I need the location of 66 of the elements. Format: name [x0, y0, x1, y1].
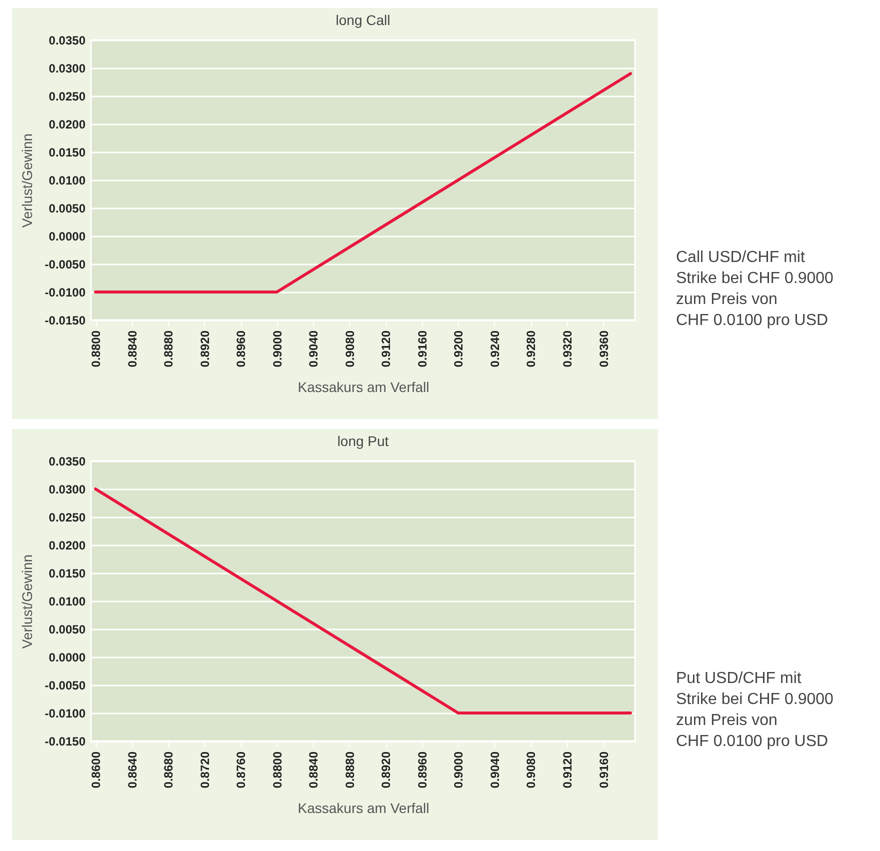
x-tick-label: 0.8800 [89, 330, 104, 368]
x-tick-label: 0.8960 [415, 751, 430, 788]
y-tick-label: 0.0050 [48, 622, 86, 636]
y-tick-label: 0.0000 [48, 230, 86, 244]
y-tick-label: -0.0150 [44, 734, 86, 748]
x-axis-title: Kassakurs am Verfall [298, 800, 430, 816]
x-tick-label: 0.8840 [306, 751, 321, 788]
y-tick-label: -0.0050 [44, 258, 86, 272]
y-tick-label: -0.0150 [44, 314, 86, 328]
y-tick-label: -0.0050 [44, 678, 86, 692]
x-tick-label: 0.8960 [234, 330, 248, 368]
x-tick-label: 0.9200 [452, 330, 466, 368]
y-tick-label: 0.0350 [48, 34, 86, 48]
y-axis-title: Verlust/Gewinn [18, 554, 35, 649]
text: zum Preis von [676, 711, 778, 731]
y-tick-label: -0.0100 [44, 286, 86, 300]
y-tick-label: 0.0150 [48, 146, 86, 160]
x-tick-label: 0.8920 [379, 751, 394, 788]
x-tick-label: 0.9280 [524, 330, 538, 368]
y-tick-label: 0.0350 [48, 454, 86, 468]
x-tick-label: 0.8760 [234, 751, 248, 788]
x-tick-label: 0.8720 [198, 751, 212, 788]
x-tick-label: 0.9040 [488, 751, 502, 788]
chart-title: long Put [337, 433, 389, 449]
x-tick-label: 0.8880 [162, 330, 176, 368]
y-tick-label: 0.0100 [48, 174, 86, 188]
x-tick-label: 0.9120 [379, 330, 394, 368]
x-tick-label: 0.8680 [162, 751, 176, 788]
y-tick-label: 0.0300 [48, 482, 86, 496]
x-tick-label: 0.9000 [452, 751, 466, 788]
chart-title: long Call [336, 12, 390, 28]
y-tick-label: 0.0250 [48, 90, 86, 104]
x-tick-label: 0.9240 [488, 330, 502, 368]
y-tick-label: 0.0150 [48, 566, 86, 580]
y-tick-label: 0.0200 [48, 118, 86, 132]
x-tick-label: 0.9360 [596, 330, 611, 368]
y-tick-label: 0.0050 [48, 202, 86, 216]
x-tick-label: 0.9160 [415, 330, 430, 368]
x-tick-label: 0.9160 [596, 751, 611, 788]
x-tick-label: 0.8840 [125, 330, 140, 368]
x-tick-label: 0.8920 [198, 330, 212, 368]
x-tick-label: 0.9080 [342, 330, 357, 368]
x-tick-label: 0.9040 [306, 330, 321, 368]
x-tick-label: 0.9080 [524, 751, 538, 788]
text: zum Preis von [676, 290, 778, 310]
y-tick-label: 0.0100 [48, 594, 86, 608]
text: Strike bei CHF 0.9000 [676, 690, 834, 710]
text: CHF 0.0100 pro USD [676, 732, 830, 752]
x-tick-label: 0.8640 [125, 751, 140, 788]
text: Strike bei CHF 0.9000 [676, 269, 834, 289]
x-axis-title: Kassakurs am Verfall [298, 379, 430, 396]
y-tick-label: 0.0250 [48, 510, 86, 524]
x-tick-label: 0.9320 [560, 330, 574, 368]
text: CHF 0.0100 pro USD [676, 311, 830, 331]
y-tick-label: -0.0100 [44, 706, 86, 720]
y-tick-label: 0.0000 [48, 650, 86, 664]
x-tick-label: 0.8800 [270, 751, 284, 788]
x-tick-label: 0.9000 [270, 330, 284, 368]
y-tick-label: 0.0300 [48, 62, 86, 76]
y-tick-label: 0.0200 [48, 538, 86, 552]
text: Call USD/CHF mit [676, 248, 806, 268]
x-tick-label: 0.9120 [560, 751, 574, 788]
x-tick-label: 0.8880 [342, 751, 357, 788]
text: Put USD/CHF mit [676, 669, 802, 689]
x-tick-label: 0.8600 [89, 751, 104, 788]
y-axis-title: Verlust/Gewinn [18, 133, 35, 228]
